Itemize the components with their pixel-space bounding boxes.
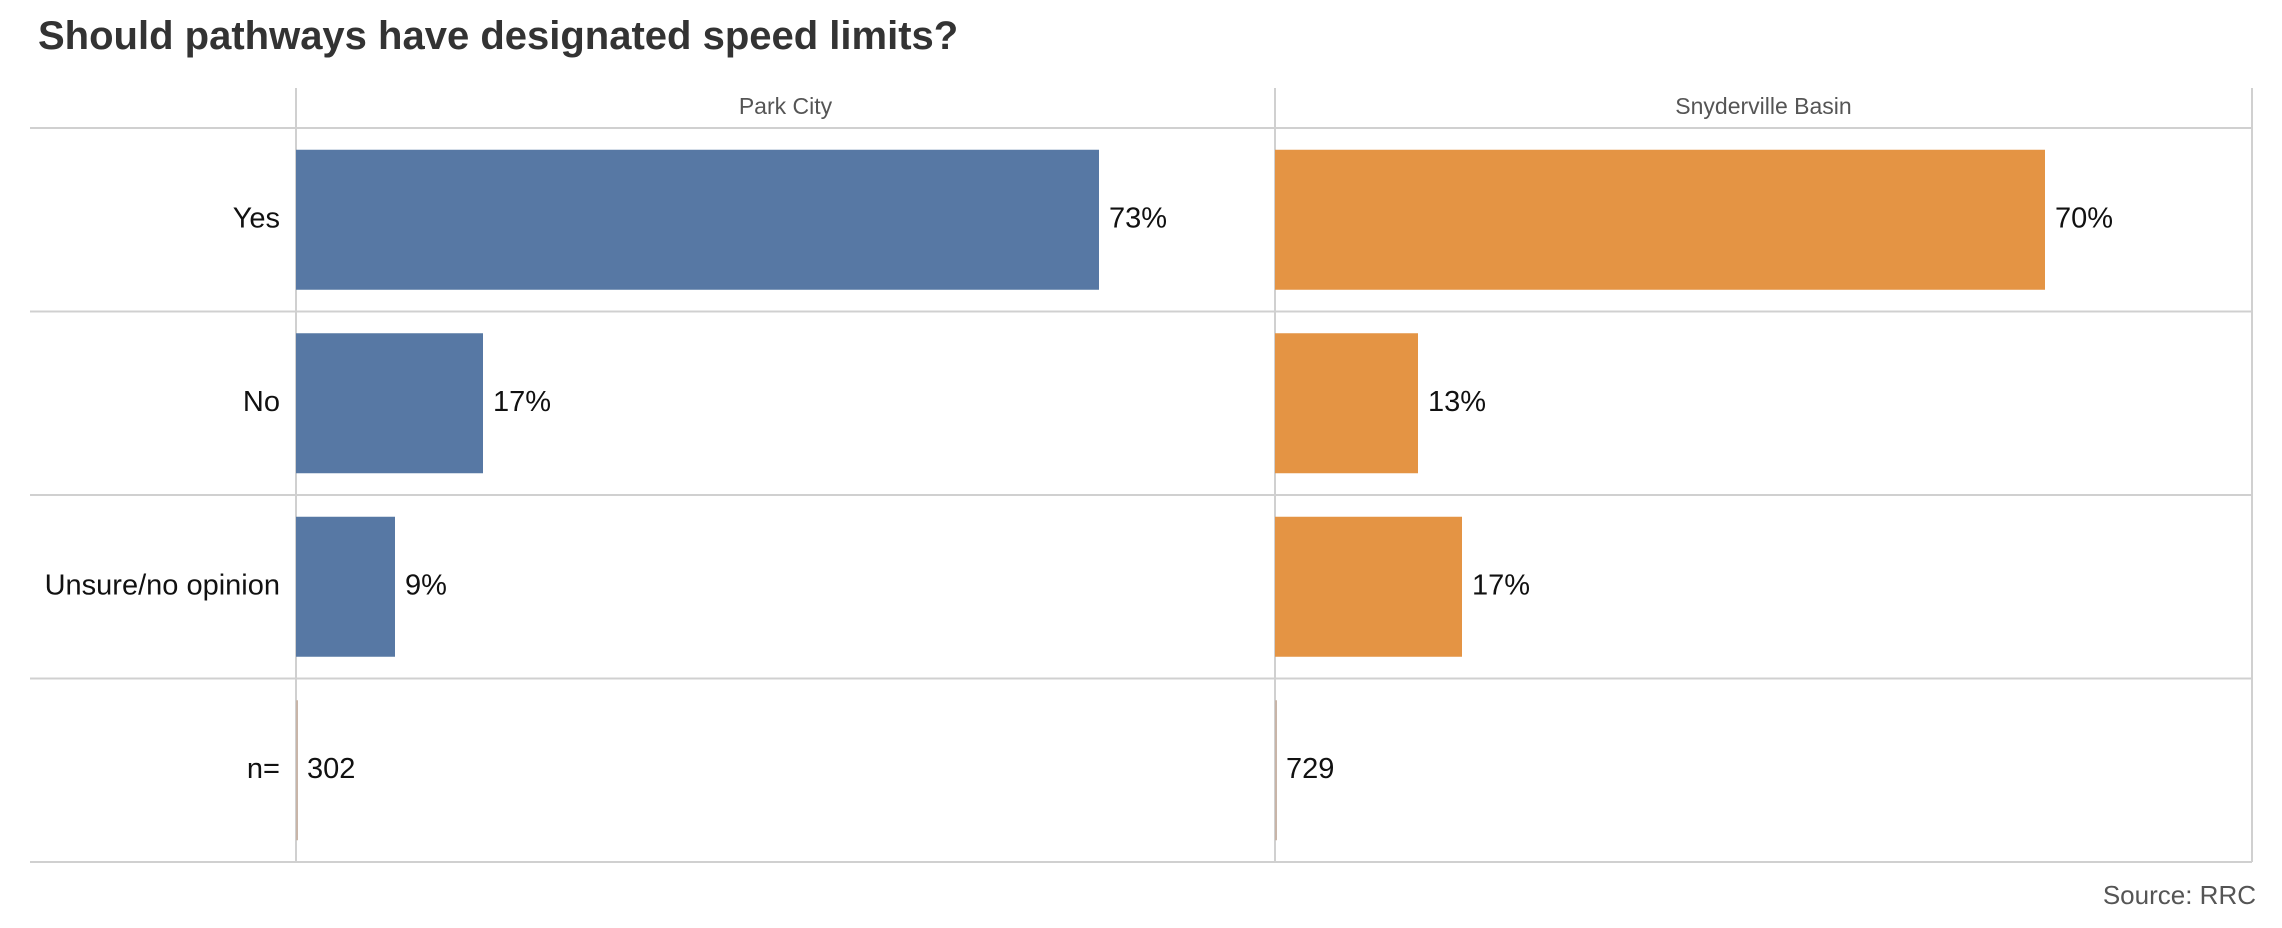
source-note: Source: RRC [2102, 880, 2256, 910]
bar [1275, 333, 1418, 474]
category-label: Yes [233, 202, 280, 234]
panel-header: Snyderville Basin [1675, 93, 1851, 119]
data-label: 13% [1428, 386, 1486, 418]
n-value-label: 302 [307, 753, 355, 785]
data-label: 17% [493, 386, 551, 418]
n-value-label: 729 [1286, 753, 1334, 785]
data-label: 17% [1472, 569, 1530, 601]
bar [296, 333, 483, 474]
bar [296, 149, 1099, 290]
data-label: 70% [2055, 202, 2113, 234]
panel-header: Park City [739, 93, 833, 119]
data-label: 9% [405, 569, 447, 601]
bar [1275, 149, 2045, 290]
chart-title: Should pathways have designated speed li… [38, 14, 959, 58]
n-row-label: n= [247, 753, 280, 785]
bar [1275, 516, 1462, 657]
category-label: No [243, 386, 280, 418]
category-label: Unsure/no opinion [45, 569, 280, 601]
bar [296, 516, 395, 657]
data-label: 73% [1109, 202, 1167, 234]
